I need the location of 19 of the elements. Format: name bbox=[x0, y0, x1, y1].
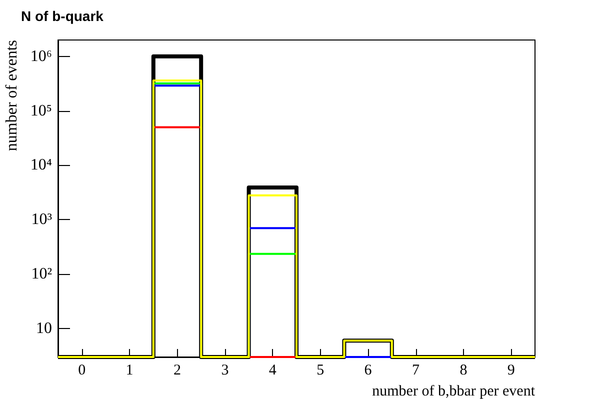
x-tick-label: 4 bbox=[268, 362, 277, 378]
x-tick-label: 3 bbox=[221, 362, 229, 378]
y-tick-label: 10⁶ bbox=[30, 48, 52, 65]
y-tick-label: 10⁵ bbox=[30, 102, 52, 120]
y-axis-title: number of events bbox=[4, 40, 20, 152]
x-tick-label: 8 bbox=[460, 362, 468, 378]
y-tick-label: 10⁴ bbox=[30, 156, 52, 174]
x-tick-label: 6 bbox=[364, 362, 372, 378]
x-axis-title: number of b,bbar per event bbox=[372, 384, 536, 399]
x-tick-label: 9 bbox=[507, 362, 515, 378]
x-tick-label: 0 bbox=[78, 362, 86, 378]
y-tick-label: 10³ bbox=[31, 211, 52, 228]
x-tick-label: 7 bbox=[412, 362, 420, 378]
y-tick-label: 10² bbox=[31, 266, 52, 283]
x-tick-label: 2 bbox=[174, 362, 181, 378]
chart-title: N of b-quark bbox=[21, 8, 104, 24]
x-tick-label: 1 bbox=[126, 362, 134, 378]
y-tick-label: 10 bbox=[36, 320, 52, 338]
x-tick-label: 5 bbox=[316, 362, 324, 378]
